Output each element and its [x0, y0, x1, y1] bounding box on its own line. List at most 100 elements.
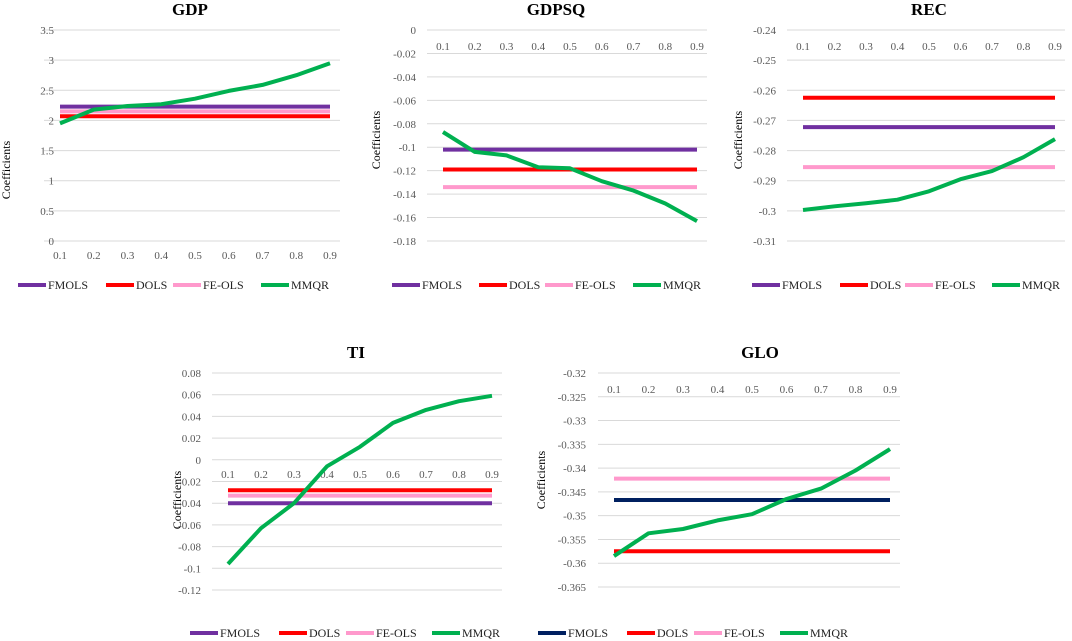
x-tick-label: 0.2 — [642, 384, 656, 396]
y-tick-label: -0.12 — [393, 166, 416, 178]
legend-label: FMOLS — [782, 278, 822, 292]
chart-title: GLO — [741, 343, 779, 362]
y-tick-label: 2.5 — [40, 85, 54, 97]
x-tick-label: 0.2 — [254, 469, 268, 481]
legend-item-dols: DOLS — [479, 278, 540, 292]
y-tick-label: -0.04 — [393, 72, 416, 84]
legend-item-dols: DOLS — [106, 278, 167, 292]
x-tick-label: 0.1 — [53, 250, 67, 262]
y-axis-label: Coefficients — [369, 110, 383, 169]
legend-label: FMOLS — [48, 278, 88, 292]
legend-label: FE-OLS — [724, 626, 765, 640]
legend-label: MMQR — [663, 278, 701, 292]
x-tick-label: 0.7 — [419, 469, 433, 481]
y-tick-label: -0.325 — [558, 392, 587, 404]
y-tick-label: -0.32 — [563, 368, 586, 380]
x-tick-label: 0.7 — [814, 384, 828, 396]
x-tick-label: 0.9 — [323, 250, 337, 262]
y-tick-label: 0.04 — [182, 411, 202, 423]
series-line-mmqr — [802, 137, 1056, 212]
x-tick-label: 0.2 — [828, 41, 842, 53]
legend-label: FMOLS — [568, 626, 608, 640]
legend-label: FE-OLS — [203, 278, 244, 292]
x-tick-label: 0.3 — [287, 469, 301, 481]
y-tick-label: 1.5 — [40, 146, 54, 158]
legend-item-mmqr: MMQR — [432, 626, 500, 640]
y-tick-label: -0.27 — [753, 115, 776, 127]
series-line-mmqr — [441, 130, 698, 223]
x-tick-label: 0.9 — [690, 41, 704, 53]
x-tick-label: 0.1 — [796, 41, 810, 53]
y-tick-label: 0 — [196, 455, 202, 467]
legend-label: FE-OLS — [376, 626, 417, 640]
y-tick-label: 0.02 — [182, 433, 201, 445]
legend-item-fe-ols: FE-OLS — [694, 626, 765, 640]
legend-label: DOLS — [870, 278, 901, 292]
x-tick-label: 0.8 — [452, 469, 466, 481]
y-tick-label: -0.26 — [753, 85, 776, 97]
y-tick-label: -0.1 — [184, 563, 201, 575]
chart-title: REC — [911, 0, 947, 19]
x-tick-label: 0.4 — [891, 41, 905, 53]
legend-label: DOLS — [509, 278, 540, 292]
y-tick-label: 2 — [49, 115, 55, 127]
series-line-mmqr — [226, 393, 493, 566]
y-tick-label: 3.5 — [40, 25, 54, 37]
legend-label: MMQR — [810, 626, 848, 640]
y-tick-label: -0.1 — [399, 142, 416, 154]
y-tick-label: -0.28 — [753, 146, 776, 158]
y-tick-label: -0.36 — [563, 558, 586, 570]
y-axis-label: Coefficients — [0, 140, 13, 199]
legend-item-fe-ols: FE-OLS — [346, 626, 417, 640]
legend-label: DOLS — [657, 626, 688, 640]
legend-label: FE-OLS — [935, 278, 976, 292]
legend-label: MMQR — [291, 278, 329, 292]
y-axis-label: Coefficients — [170, 470, 184, 529]
chart-panel-rec: REC Coefficients -0.24 -0.25 -0.26 -0.27 -0.28… — [731, 0, 1065, 292]
y-tick-label: -0.08 — [393, 119, 416, 131]
legend-label: FMOLS — [422, 278, 462, 292]
x-tick-label: 0.9 — [883, 384, 897, 396]
x-tick-label: 0.3 — [859, 41, 873, 53]
x-tick-label: 0.2 — [468, 41, 482, 53]
chart-panel-ti: TI Coefficients 0.08 0.06 0.04 0.02 0 -0.02 -0.0… — [170, 343, 502, 640]
y-tick-label: -0.06 — [178, 520, 201, 532]
legend-item-fmols: FMOLS — [392, 278, 462, 292]
y-tick-label: -0.14 — [393, 189, 416, 201]
x-tick-label: 0.3 — [500, 41, 514, 53]
legend-item-mmqr: MMQR — [780, 626, 848, 640]
legend-item-mmqr: MMQR — [261, 278, 329, 292]
x-tick-label: 0.3 — [676, 384, 690, 396]
x-tick-label: 0.8 — [1017, 41, 1031, 53]
legend-label: MMQR — [1022, 278, 1060, 292]
chart-title: TI — [347, 343, 365, 362]
y-tick-label: 1 — [49, 176, 55, 188]
y-tick-label: -0.34 — [563, 463, 586, 475]
y-tick-label: -0.02 — [178, 477, 201, 489]
legend-item-fe-ols: FE-OLS — [545, 278, 616, 292]
y-tick-label: -0.02 — [393, 48, 416, 60]
chart-panel-gdp: GDP Coefficients 0 0.5 1 1.5 2 2.5 3 3.5 0.1 0.2 0.3… — [0, 0, 340, 292]
x-tick-label: 0.5 — [745, 384, 759, 396]
x-tick-label: 0.4 — [154, 250, 168, 262]
y-tick-label: 0 — [411, 25, 417, 37]
y-tick-label: -0.335 — [558, 439, 587, 451]
y-tick-label: -0.16 — [393, 213, 416, 225]
chart-panel-gdpsq: GDPSQ Coefficients 0 -0.02 -0.04 -0.06 -0.08 -0… — [369, 0, 707, 292]
y-axis-label: Coefficients — [534, 450, 548, 509]
series-line-mmqr — [59, 61, 331, 126]
x-tick-label: 0.8 — [289, 250, 303, 262]
x-tick-label: 0.6 — [595, 41, 609, 53]
x-tick-label: 0.6 — [222, 250, 236, 262]
y-tick-label: -0.33 — [563, 416, 586, 428]
legend-item-fmols: FMOLS — [752, 278, 822, 292]
x-tick-label: 0.4 — [711, 384, 725, 396]
y-tick-label: 0 — [49, 236, 55, 248]
x-tick-label: 0.1 — [221, 469, 235, 481]
y-tick-label: -0.08 — [178, 542, 201, 554]
legend-item-fe-ols: FE-OLS — [173, 278, 244, 292]
legend-label: FE-OLS — [575, 278, 616, 292]
x-tick-label: 0.5 — [188, 250, 202, 262]
legend-label: DOLS — [136, 278, 167, 292]
